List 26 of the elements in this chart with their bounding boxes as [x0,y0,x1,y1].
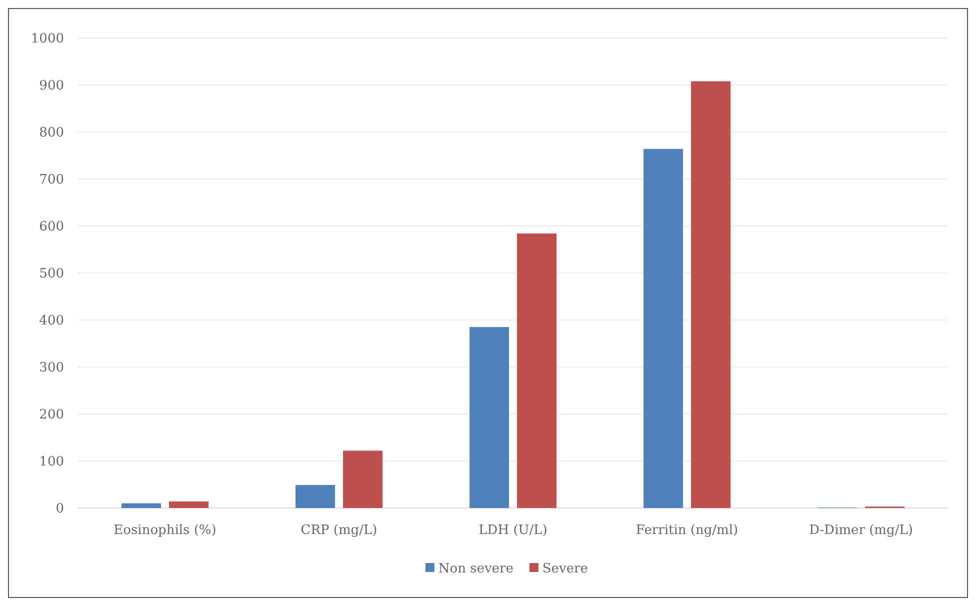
legend-label: Severe [542,562,588,577]
bar [169,501,208,508]
y-tick-label: 0 [56,502,64,517]
bar [691,81,730,508]
bar [644,148,683,508]
bar [470,327,509,508]
x-tick-label: LDH (U/L) [478,523,548,538]
x-tick-label: Eosinophils (%) [114,523,216,538]
y-tick-label: 100 [39,454,64,470]
y-tick-label: 400 [39,314,64,329]
y-tick-label: 900 [39,78,64,94]
bar [517,234,556,508]
y-tick-label: 300 [39,360,64,376]
y-tick-label: 500 [39,266,64,282]
y-tick-label: 800 [39,126,64,141]
y-tick-label: 700 [39,172,64,188]
x-tick-label: D-Dimer (mg/L) [809,523,913,538]
y-tick-label: 600 [39,220,64,235]
bar [343,450,382,508]
y-tick-label: 1000 [30,32,64,47]
x-tick-label: CRP (mg/L) [300,523,378,538]
y-tick-label: 200 [39,408,64,423]
x-tick-label: Ferritin (ng/ml) [636,523,738,538]
bar [296,484,335,508]
legend-label: Non severe [438,562,514,577]
bar [122,503,161,508]
